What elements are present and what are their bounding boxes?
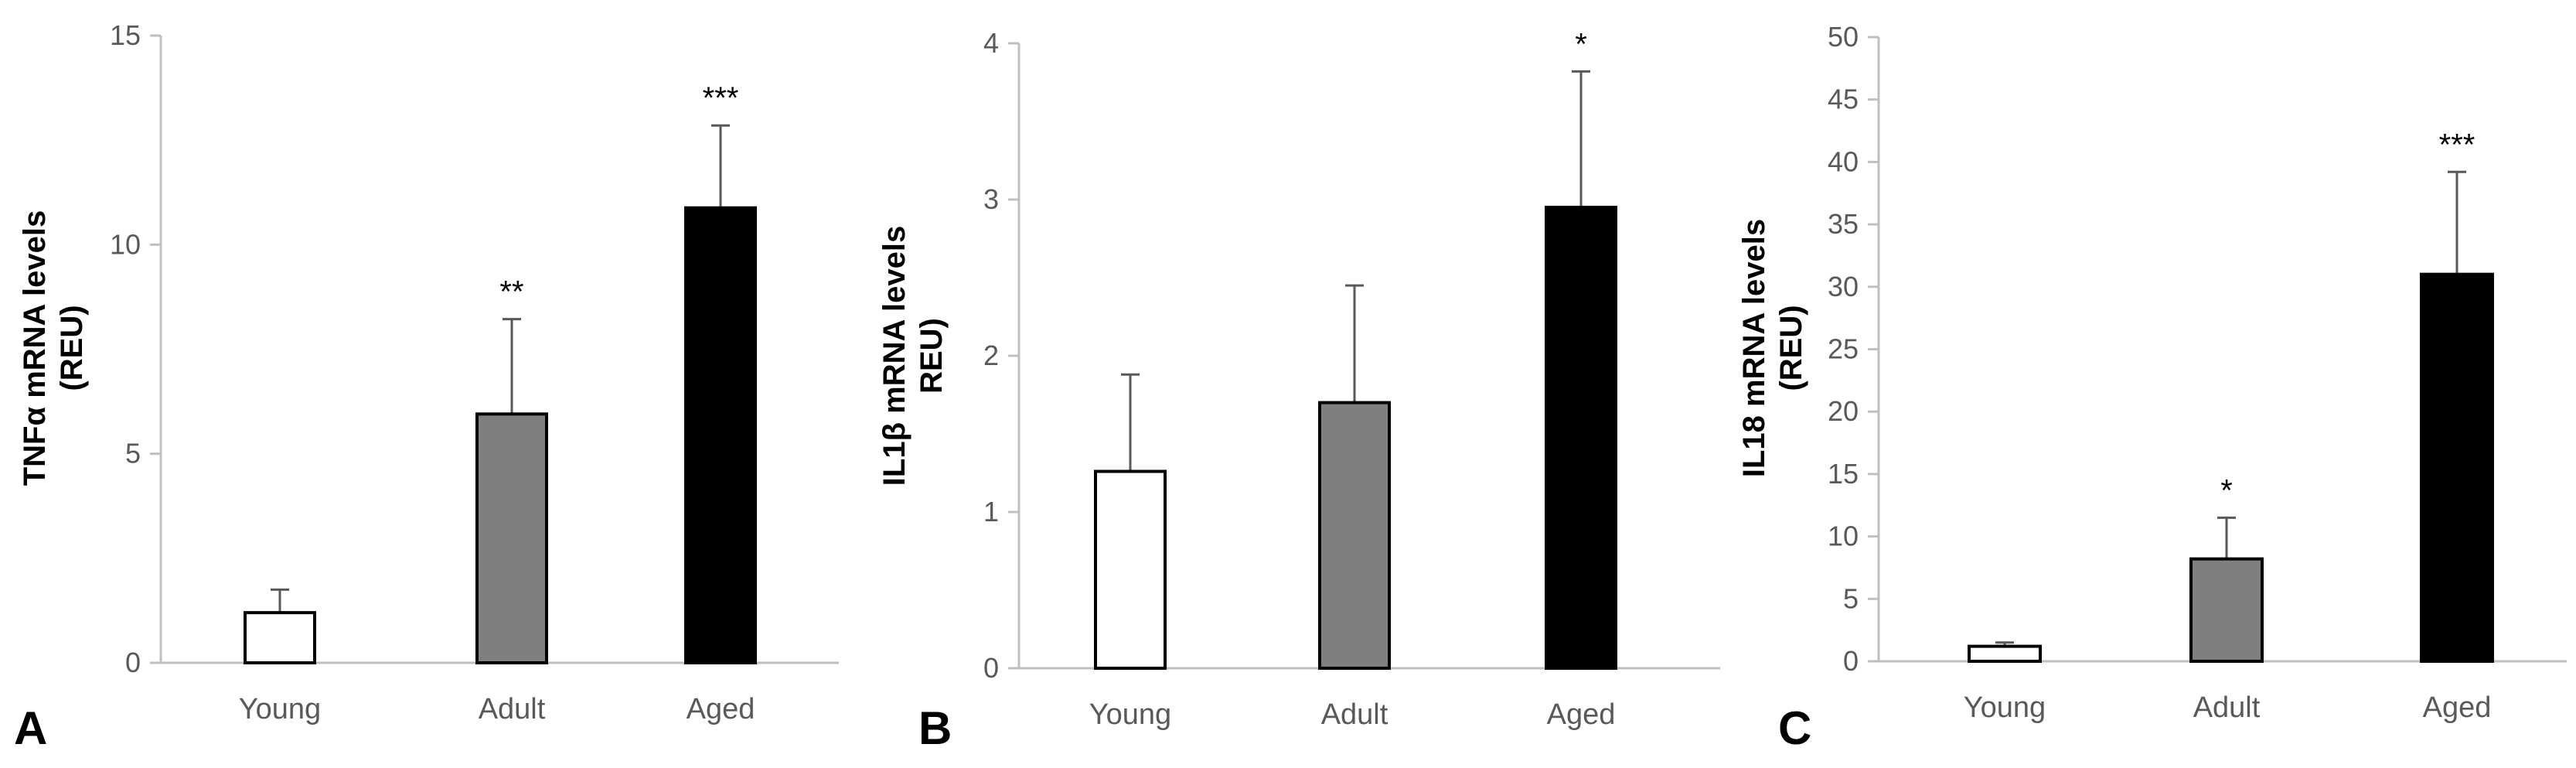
panel-b-significance: *: [1575, 27, 1587, 61]
panel-c-bar-adult: [2189, 557, 2264, 663]
panel-a-bar-aged: [684, 206, 757, 665]
panel-c-ylabel: IL18 mRNA levels (REU): [1737, 219, 1808, 477]
panel-a-significance: ***: [703, 81, 739, 115]
panel-b-ylabel-line: REU): [915, 318, 949, 394]
panel-c-ylabel-line: (REU): [1774, 305, 1808, 391]
panel-c-ytick-label: 35: [1828, 208, 1859, 240]
panel-c-ytick-label: 40: [1828, 145, 1859, 177]
panel-a-ylabel: TNFα mRNA levels (REU): [18, 210, 89, 486]
panel-b-ytick-label: 0: [983, 652, 999, 684]
panel-c-ytick-label: 0: [1843, 645, 1859, 677]
panel-c-ytick-label: 45: [1828, 84, 1859, 115]
panel-b-ytick-label: 2: [983, 340, 999, 371]
panel-c-significance: ***: [2439, 128, 2475, 162]
panel-c-category-label: Young: [1964, 691, 2046, 724]
panel-c-significance: *: [2220, 473, 2233, 507]
panel-a-ytick-label: 5: [125, 438, 141, 469]
panel-c-ytick-label: 25: [1828, 333, 1859, 365]
panel-b-bar-adult: [1318, 401, 1391, 670]
panel-a-bar-young: [244, 611, 316, 664]
panel-a-ytick-label: 0: [125, 647, 141, 678]
panel-b-ytick-label: 3: [983, 183, 999, 215]
panel-b-category-label: Aged: [1547, 698, 1616, 731]
panel-c-ytick-label: 30: [1828, 271, 1859, 302]
panel-a-ylabel-line: TNFα mRNA levels: [18, 210, 52, 486]
panel-b-ytick-label: 4: [983, 27, 999, 59]
panel-c-ytick-label: 10: [1828, 521, 1859, 552]
panel-c-ytick-label: 5: [1843, 582, 1859, 614]
panel-c-ytick-label: 50: [1828, 21, 1859, 53]
panel-b-bar-aged: [1545, 206, 1617, 671]
panel-c-category-label: Adult: [2193, 691, 2261, 724]
panel-b-category-label: Young: [1089, 698, 1171, 731]
panel-a-category-label: Young: [239, 693, 321, 725]
panel-label-c: C: [1778, 702, 1812, 754]
panel-b-bar-young: [1094, 469, 1167, 670]
panel-a-category-label: Adult: [479, 693, 546, 725]
panel-b-ytick-label: 1: [983, 496, 999, 527]
panel-c-ylabel-line: IL18 mRNA levels: [1737, 219, 1771, 477]
panel-c-category-label: Aged: [2423, 691, 2492, 724]
panel-b-ylabel-line: IL1β mRNA levels: [877, 226, 911, 486]
panel-a-significance: **: [499, 275, 523, 309]
panel-c-ytick-label: 20: [1828, 395, 1859, 427]
panel-b-ylabel: IL1β mRNA levels REU): [877, 226, 949, 486]
panel-a-ytick-label: 10: [110, 228, 141, 260]
panel-a-category-label: Aged: [687, 693, 755, 725]
panel-c-bar-aged: [2420, 272, 2494, 663]
panel-a-bar-adult: [475, 412, 548, 664]
panel-c-ytick-label: 15: [1828, 458, 1859, 490]
panel-label-a: A: [14, 702, 48, 754]
panel-b-category-label: Adult: [1321, 698, 1389, 731]
panel-a-ylabel-line: (REU): [55, 305, 89, 391]
panel-a-ytick-label: 15: [110, 19, 141, 51]
panel-c-bar-young: [1968, 644, 2042, 664]
panel-label-b: B: [918, 702, 952, 754]
